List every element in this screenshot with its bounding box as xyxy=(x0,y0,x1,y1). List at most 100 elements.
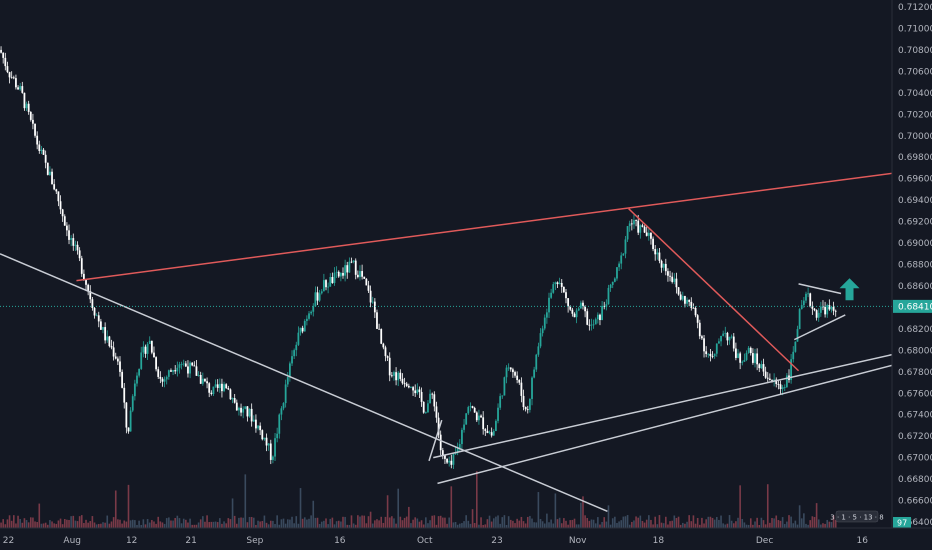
indicator-badge[interactable]: 3 · 1 · 5 · 13 · 8 xyxy=(830,510,884,523)
volume-bar xyxy=(732,523,735,528)
volume-bar xyxy=(431,515,433,528)
volume-bar xyxy=(499,523,501,528)
volume-bar xyxy=(308,518,310,528)
candle-body xyxy=(314,292,317,307)
volume-bar xyxy=(492,518,495,528)
volume-bar xyxy=(136,524,138,528)
candle-body xyxy=(197,374,200,376)
volume-bar xyxy=(788,515,790,528)
triangle-upper-line[interactable] xyxy=(798,283,842,295)
volume-bar xyxy=(433,515,436,528)
x-tick-label: 18 xyxy=(653,536,665,546)
resistance-line[interactable] xyxy=(76,172,893,282)
volume-bar xyxy=(208,522,210,528)
volume-bar xyxy=(592,519,595,528)
volume-bar xyxy=(127,484,130,528)
candle-body xyxy=(637,220,640,233)
volume-bar xyxy=(202,516,204,528)
candle-body xyxy=(265,437,268,446)
volume-bar xyxy=(8,515,11,528)
candle-body xyxy=(497,407,499,421)
candle-body xyxy=(261,430,264,440)
candle-body xyxy=(628,223,631,227)
volume-bar xyxy=(817,519,820,528)
volume-bar xyxy=(325,518,327,528)
volume-bar xyxy=(754,521,756,528)
candle-body xyxy=(299,327,302,333)
volume-bar xyxy=(556,519,559,528)
candle-body xyxy=(138,368,141,376)
long-downtrend-line[interactable] xyxy=(0,253,608,513)
candle-body xyxy=(208,383,211,393)
candle-body xyxy=(764,371,767,378)
candle-body xyxy=(255,419,257,429)
volume-bar xyxy=(395,523,397,528)
candle-body xyxy=(420,391,423,402)
volume-bar xyxy=(229,519,232,528)
candle-body xyxy=(342,272,344,276)
volume-bar xyxy=(397,488,400,528)
annotations[interactable] xyxy=(839,278,860,301)
volume-bar xyxy=(91,516,94,528)
indicator-badge-box[interactable] xyxy=(835,510,879,523)
volume-bar xyxy=(811,516,814,528)
triangle-lower-line[interactable] xyxy=(793,314,846,341)
candle-body xyxy=(792,351,795,360)
volume-bar xyxy=(110,521,113,528)
volume-bar xyxy=(274,524,276,528)
support-line-lower[interactable] xyxy=(437,364,893,485)
trend-lines[interactable] xyxy=(0,172,893,513)
volume-bar xyxy=(320,521,323,528)
candle-body xyxy=(698,322,701,337)
volume-bar xyxy=(425,517,427,528)
volume-bar xyxy=(348,524,351,528)
candle-body xyxy=(552,284,555,293)
volume-bar xyxy=(259,521,261,528)
candle-body xyxy=(269,443,272,460)
volume-bar xyxy=(747,524,750,528)
volume-bar xyxy=(178,518,181,528)
candle-body xyxy=(775,379,778,385)
candle-body xyxy=(344,265,347,276)
candle-body xyxy=(478,415,480,421)
candle-body xyxy=(590,324,593,326)
candle-body xyxy=(667,271,669,276)
price-axis[interactable]: 0.71200 0.71000 0.70800 0.70600 0.70400 0.702… xyxy=(891,0,932,528)
candle-body xyxy=(813,308,816,311)
candle-body xyxy=(89,290,92,300)
candle-body xyxy=(240,407,242,413)
volume-bar xyxy=(616,522,618,528)
x-tick-label: 12 xyxy=(126,536,137,546)
candle-body xyxy=(641,225,644,227)
volume-bar xyxy=(758,524,761,528)
volume-bar xyxy=(68,520,70,528)
volume-bar xyxy=(61,524,64,528)
candle-body xyxy=(828,305,831,310)
candle-body xyxy=(59,201,62,210)
up-arrow-icon[interactable] xyxy=(839,278,860,301)
candle-body xyxy=(159,376,162,379)
volume-bar xyxy=(117,519,119,528)
candle-body xyxy=(463,424,465,430)
support-channel-left-edge[interactable] xyxy=(428,419,443,462)
candle-body xyxy=(229,389,232,400)
volume-bar xyxy=(705,519,707,528)
descending-resistance-line[interactable] xyxy=(628,208,800,372)
candle-body xyxy=(495,420,497,431)
candle-body xyxy=(545,312,548,318)
volume-bar xyxy=(628,524,631,528)
volume-bar xyxy=(293,523,295,528)
volume-bar xyxy=(331,517,334,528)
candle-body xyxy=(709,353,712,357)
volume-bar xyxy=(577,524,580,528)
support-line-upper[interactable] xyxy=(433,353,893,459)
volume-bar xyxy=(773,518,775,528)
candle-body xyxy=(312,306,315,312)
volume-bar xyxy=(728,515,731,528)
time-axis[interactable]: 22 Aug 12 21 Sep 16 Oct 23 Nov 18 Dec 16 xyxy=(0,527,932,546)
volume-bar xyxy=(786,521,788,528)
candle-body xyxy=(244,406,247,409)
volume-bar xyxy=(726,523,729,528)
